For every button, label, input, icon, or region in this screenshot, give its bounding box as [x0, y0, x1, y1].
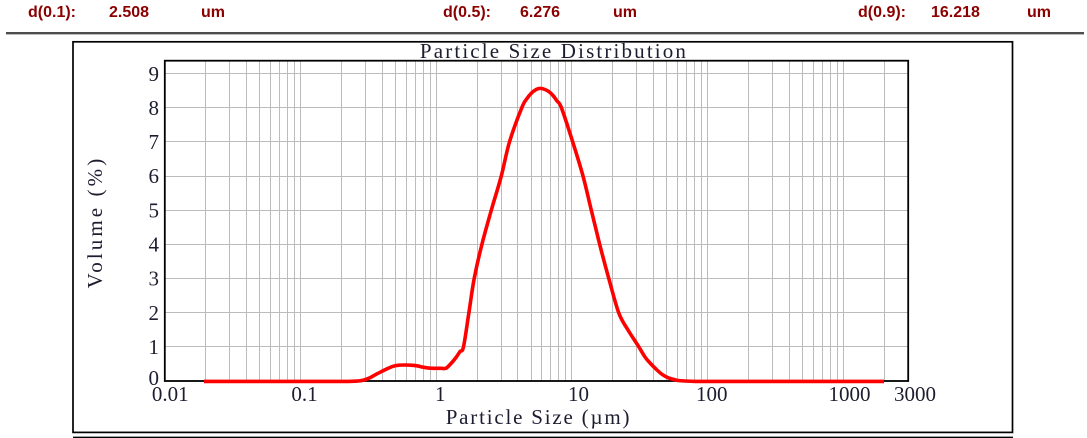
svg-text:3: 3: [149, 267, 160, 291]
svg-text:4: 4: [149, 233, 160, 257]
svg-text:0: 0: [149, 366, 160, 390]
svg-text:100: 100: [696, 382, 728, 406]
svg-text:7: 7: [149, 130, 160, 154]
svg-text:Particle Size Distribution: Particle Size Distribution: [420, 39, 688, 63]
svg-text:10: 10: [568, 382, 589, 406]
svg-text:1: 1: [435, 382, 446, 406]
svg-text:9: 9: [149, 62, 160, 86]
svg-text:1: 1: [149, 335, 160, 359]
svg-text:8: 8: [149, 96, 160, 120]
svg-text:6: 6: [149, 164, 160, 188]
svg-text:0.1: 0.1: [291, 382, 317, 406]
svg-text:Particle Size (µm): Particle Size (µm): [446, 405, 632, 429]
svg-text:3000: 3000: [894, 382, 936, 406]
svg-text:1000: 1000: [829, 382, 871, 406]
svg-text:0.01: 0.01: [152, 382, 189, 406]
svg-text:Volume (%): Volume (%): [83, 156, 107, 289]
svg-text:2: 2: [149, 301, 160, 325]
svg-text:5: 5: [149, 198, 160, 222]
